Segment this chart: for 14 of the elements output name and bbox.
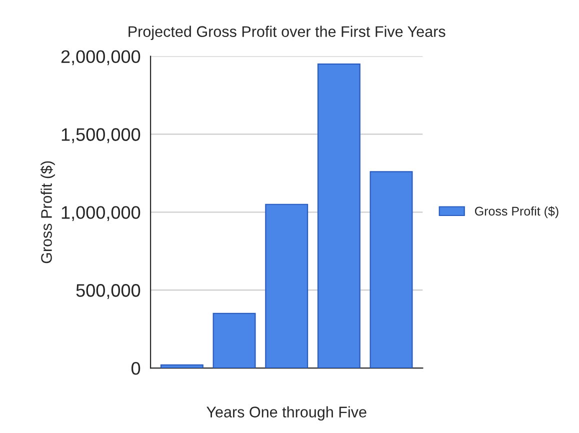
bar [265, 204, 308, 368]
bar [370, 171, 413, 368]
chart-title: Projected Gross Profit over the First Five Years [128, 26, 446, 40]
x-axis-title: Years One through Five [206, 406, 366, 420]
y-tick-label: 1,500,000 [62, 128, 140, 144]
bar [212, 312, 256, 368]
y-tick-label: 0 [131, 362, 140, 375]
y-tick-label: 500,000 [76, 284, 140, 299]
bar [160, 364, 204, 368]
legend-label: Gross Profit ($) [474, 206, 558, 218]
y-tick-label: 1,000,000 [62, 206, 140, 222]
y-axis-title: Gross Profit ($) [40, 161, 55, 264]
y-tick-label: 2,000,000 [61, 50, 140, 66]
bar [317, 64, 360, 368]
